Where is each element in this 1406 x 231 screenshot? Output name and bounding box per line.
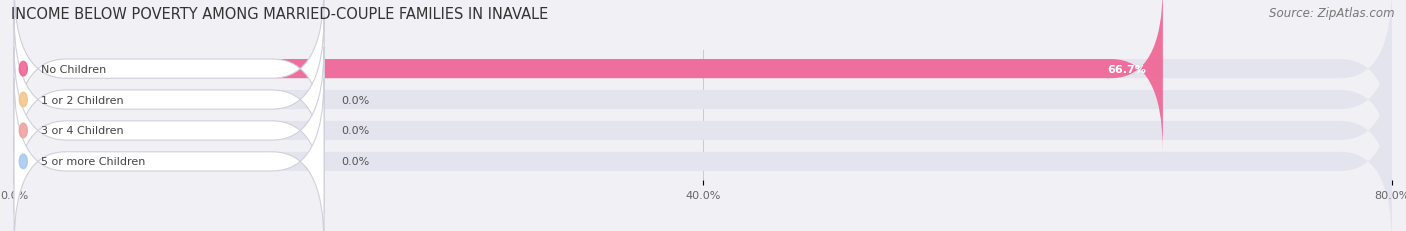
FancyBboxPatch shape (14, 0, 1163, 152)
Text: 0.0%: 0.0% (342, 126, 370, 136)
Circle shape (20, 62, 27, 76)
FancyBboxPatch shape (14, 17, 325, 183)
Text: No Children: No Children (41, 64, 107, 74)
Text: 0.0%: 0.0% (342, 157, 370, 167)
FancyBboxPatch shape (14, 79, 325, 231)
Text: 66.7%: 66.7% (1107, 64, 1146, 74)
Text: INCOME BELOW POVERTY AMONG MARRIED-COUPLE FAMILIES IN INAVALE: INCOME BELOW POVERTY AMONG MARRIED-COUPL… (11, 7, 548, 22)
Text: 0.0%: 0.0% (342, 95, 370, 105)
Text: 5 or more Children: 5 or more Children (41, 157, 145, 167)
FancyBboxPatch shape (14, 48, 1392, 214)
Circle shape (20, 124, 27, 138)
Text: Source: ZipAtlas.com: Source: ZipAtlas.com (1270, 7, 1395, 20)
FancyBboxPatch shape (14, 0, 1392, 152)
FancyBboxPatch shape (14, 0, 325, 152)
Text: 3 or 4 Children: 3 or 4 Children (41, 126, 124, 136)
FancyBboxPatch shape (14, 48, 325, 214)
Text: 1 or 2 Children: 1 or 2 Children (41, 95, 124, 105)
FancyBboxPatch shape (14, 17, 1392, 183)
FancyBboxPatch shape (14, 79, 1392, 231)
Circle shape (20, 93, 27, 107)
Circle shape (20, 155, 27, 169)
